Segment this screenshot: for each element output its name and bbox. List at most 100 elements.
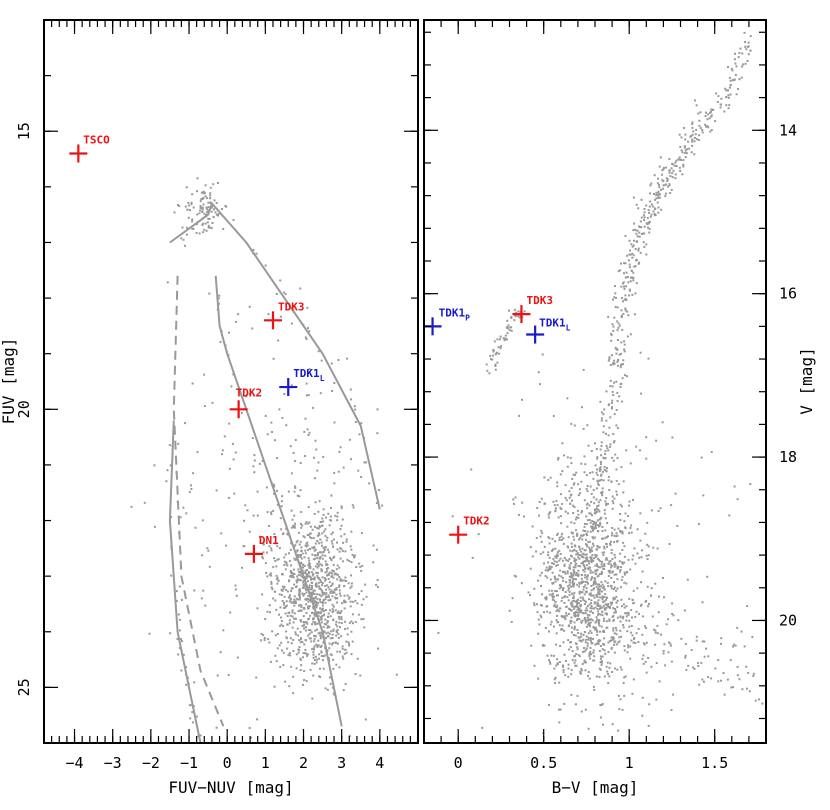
right-star-point: [617, 270, 620, 273]
right-star-point: [580, 582, 583, 585]
highlighted-star-tdk2: TDK2: [449, 515, 490, 544]
left-star-point: [305, 612, 308, 614]
left-star-point: [190, 201, 193, 204]
left-star-point: [312, 578, 315, 580]
left-star-point: [270, 549, 273, 552]
right-star-point: [710, 108, 713, 111]
right-star-point: [586, 625, 588, 628]
left-star-point: [332, 545, 334, 548]
right-star-point: [595, 554, 598, 557]
left-star-point: [300, 511, 303, 513]
right-star-point: [558, 721, 561, 724]
right-star-point: [602, 585, 605, 588]
right-star-point: [567, 639, 570, 642]
left-star-point: [336, 573, 339, 576]
left-star-point: [273, 533, 276, 535]
right-star-point: [589, 485, 592, 488]
right-star-point: [598, 510, 601, 513]
left-star-point: [285, 630, 288, 633]
right-star-point: [591, 619, 594, 622]
right-star-point: [576, 618, 579, 620]
right-star-point: [551, 571, 554, 574]
right-star-point: [740, 76, 743, 79]
left-star-point: [311, 546, 314, 549]
left-star-point: [313, 613, 316, 616]
right-star-point: [626, 310, 629, 313]
left-star-point: [360, 476, 363, 478]
right-star-point: [563, 629, 566, 632]
left-star-point: [295, 667, 298, 670]
right-star-point: [593, 688, 596, 691]
right-star-point: [584, 618, 587, 621]
right-star-point: [615, 380, 618, 383]
right-star-point: [600, 473, 603, 476]
left-star-point: [322, 659, 324, 662]
right-star-point: [605, 603, 608, 606]
left-star-point: [214, 211, 217, 214]
right-star-point: [572, 582, 575, 585]
left-star-point: [234, 584, 237, 587]
left-star-point: [318, 675, 321, 678]
right-star-point: [637, 247, 640, 250]
highlighted-star-tdk1-l: TDK1L: [526, 317, 571, 344]
right-star-point: [563, 454, 566, 457]
right-star-point: [489, 354, 492, 357]
left-star-point: [360, 422, 363, 425]
left-star-point: [279, 517, 282, 520]
left-star-point: [180, 237, 183, 240]
left-star-point: [343, 594, 346, 597]
left-star-point: [341, 602, 343, 605]
right-star-point: [601, 597, 604, 600]
right-star-point: [630, 609, 633, 612]
left-star-point: [292, 692, 295, 695]
right-star-point: [586, 575, 589, 578]
right-star-point: [619, 531, 622, 534]
left-star-point: [337, 611, 340, 614]
left-star-point: [261, 460, 264, 462]
left-star-point: [324, 554, 327, 557]
left-star-point: [284, 605, 287, 608]
right-star-point: [729, 83, 732, 86]
left-star-point: [341, 579, 344, 582]
left-star-point: [303, 593, 306, 595]
right-star-point: [494, 365, 497, 367]
left-star-point: [292, 524, 295, 527]
right-star-point: [586, 581, 589, 584]
left-star-point: [329, 609, 331, 612]
right-star-point: [607, 602, 610, 605]
right-star-point: [640, 392, 643, 395]
right-star-point: [605, 607, 608, 609]
right-star-point: [603, 545, 606, 548]
right-star-point: [610, 587, 613, 590]
right-star-point: [619, 386, 622, 389]
right-star-point: [614, 611, 617, 614]
right-star-point: [564, 618, 567, 621]
left-star-point: [348, 560, 351, 562]
right-star-point: [596, 575, 599, 578]
left-star-point: [333, 591, 336, 594]
right-star-point: [733, 485, 736, 488]
right-star-point: [601, 583, 604, 586]
left-star-point: [310, 594, 313, 597]
right-star-point: [631, 245, 634, 248]
left-star-point: [219, 341, 222, 343]
right-star-point: [591, 576, 594, 579]
right-star-point: [645, 243, 648, 246]
right-star-point: [720, 642, 722, 645]
left-star-point: [266, 575, 269, 578]
left-star-point: [280, 505, 283, 508]
left-star-point: [310, 631, 313, 634]
right-star-point: [620, 364, 622, 367]
right-star-point: [643, 219, 646, 221]
left-star-point: [325, 592, 328, 595]
left-star-point: [212, 215, 215, 218]
right-star-point: [606, 596, 608, 599]
right-star-point: [616, 606, 619, 609]
right-star-point: [583, 525, 586, 528]
right-star-point: [609, 379, 612, 382]
right-star-point: [602, 413, 605, 416]
left-star-point: [308, 368, 311, 370]
left-star-point: [202, 231, 205, 234]
right-star-point: [556, 608, 559, 611]
